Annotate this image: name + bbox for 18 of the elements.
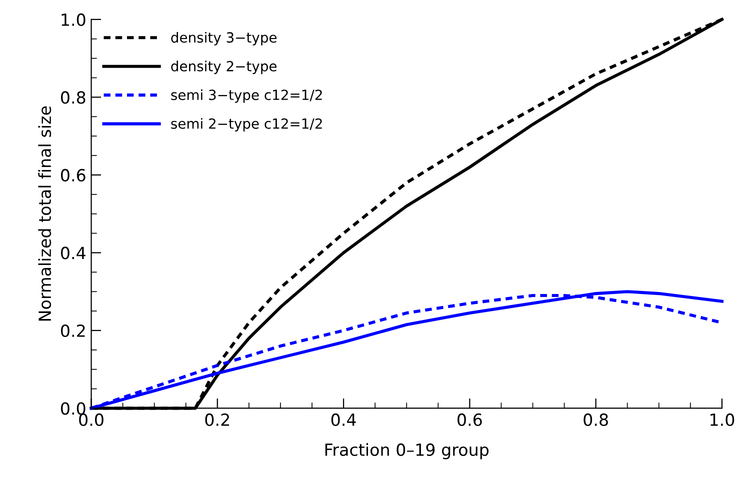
x-tick-label: 0.0 — [79, 413, 104, 426]
y-tick-label: 0.0 — [61, 402, 86, 415]
x-axis-title: Fraction 0–19 group — [325, 443, 489, 460]
legend-label: density 2−type — [171, 60, 277, 74]
y-tick-label: 0.4 — [61, 246, 86, 260]
x-tick-label: 0.4 — [331, 413, 356, 426]
y-tick-label: 0.2 — [61, 324, 85, 338]
legend-label: semi 2−type c12=1/2 — [171, 118, 322, 132]
x-tick-label: 1.0 — [710, 413, 734, 426]
y-tick-label: 0.8 — [61, 91, 86, 104]
y-tick-label: 1.0 — [62, 13, 86, 26]
legend-label: density 3−type — [171, 32, 277, 46]
x-tick-label: 0.6 — [458, 413, 482, 426]
y-tick-label: 0.6 — [61, 168, 86, 182]
x-tick-label: 0.2 — [205, 413, 229, 426]
x-tick-label: 0.8 — [584, 413, 608, 426]
legend-label: semi 3−type c12=1/2 — [171, 89, 322, 103]
y-axis-title: Normalized total final size — [38, 106, 52, 321]
